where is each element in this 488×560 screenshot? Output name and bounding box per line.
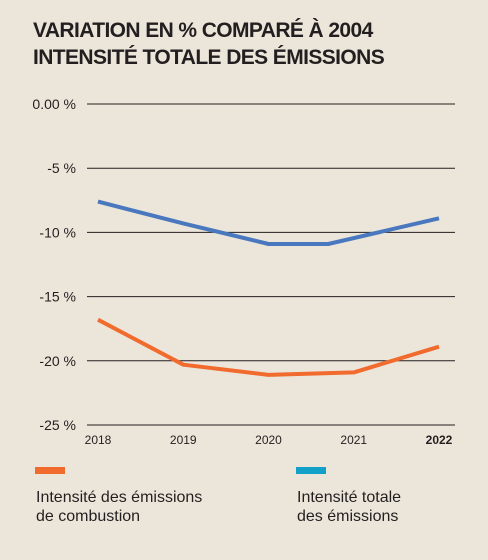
- grid-lines: [87, 103, 455, 426]
- x-tick-label: 2020: [255, 433, 282, 447]
- y-tick-label: -5 %: [47, 160, 76, 176]
- line-chart: 0.00 %-5 %-10 %-15 %-20 %-25 % 2018 2019 2…: [32, 96, 455, 447]
- title-line-2: INTENSITÉ TOTALE DES ÉMISSIONS: [33, 46, 385, 69]
- x-tick-label: 2019: [170, 433, 197, 447]
- x-axis-tick-labels: 2018 2019 2020 2021 2022: [85, 433, 453, 447]
- series-line-combustion: [97, 317, 440, 377]
- series-lines: [97, 199, 440, 377]
- x-tick-label: 2022: [426, 433, 453, 447]
- legend-label-combustion: Intensité des émissions de combustion: [36, 489, 203, 525]
- legend-swatch-combustion: [35, 467, 65, 474]
- y-tick-label: -25 %: [39, 417, 76, 433]
- x-tick-label: 2018: [85, 433, 112, 447]
- title-line-1: VARIATION EN % COMPARÉ À 2004: [33, 19, 373, 42]
- y-tick-label: -10 %: [39, 224, 76, 240]
- y-tick-label: 0.00 %: [32, 96, 76, 112]
- series-line-total: [97, 199, 440, 246]
- x-tick-label: 2021: [340, 433, 367, 447]
- legend-swatch-total: [296, 467, 326, 474]
- y-tick-label: -15 %: [39, 289, 76, 305]
- legend-label-total: Intensité totale des émissions: [297, 489, 402, 525]
- y-tick-label: -20 %: [39, 353, 76, 369]
- y-axis-tick-labels: 0.00 % -5 % -10 % -15 % -20 % -25 %: [32, 96, 76, 433]
- chart-title: VARIATION EN % COMPARÉ À 2004 INTENSITÉ …: [33, 17, 385, 71]
